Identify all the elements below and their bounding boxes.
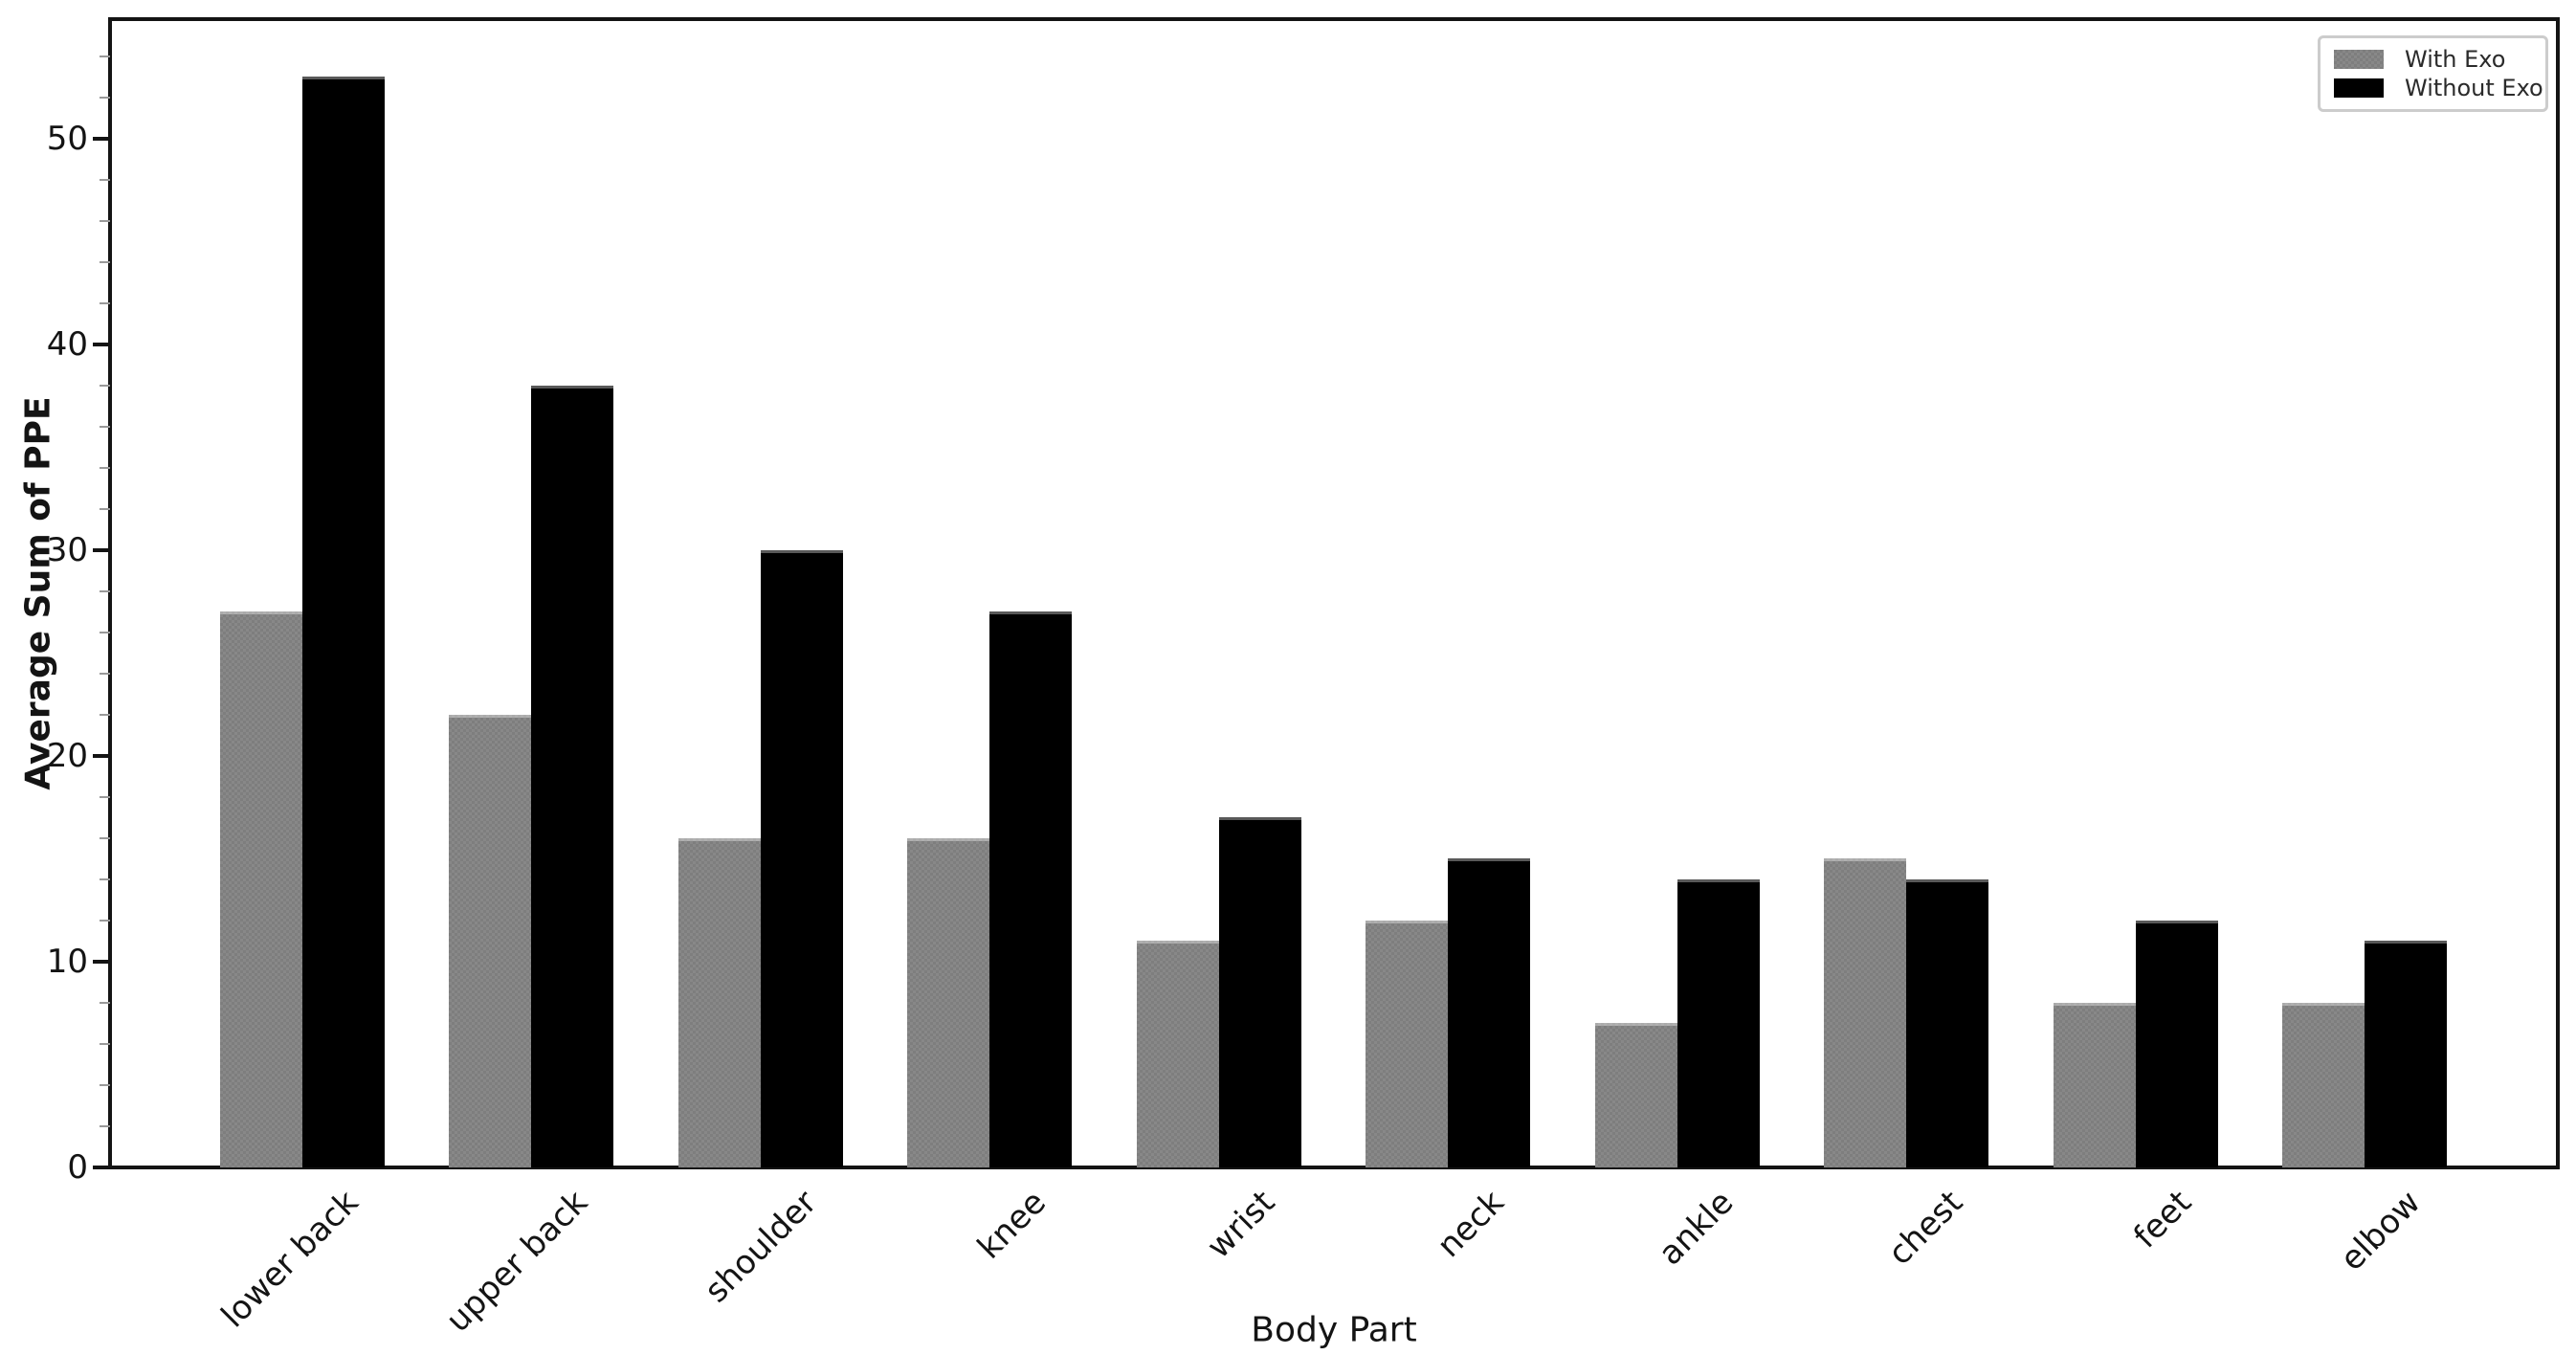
- y-minor-tick-2: [100, 1125, 110, 1127]
- y-tick-label-10: 10: [46, 943, 88, 981]
- legend-swatch-with-exo: [2334, 49, 2384, 69]
- x-axis-title: Body Part: [1251, 1310, 1417, 1350]
- y-minor-tick-16: [100, 837, 110, 839]
- y-minor-tick-18: [100, 796, 110, 798]
- x-tick-label-knee: knee: [969, 1183, 1054, 1267]
- y-tick-0: [93, 1166, 110, 1169]
- y-minor-tick-22: [100, 714, 110, 716]
- y-minor-tick-46: [100, 220, 110, 222]
- legend-label-without-exo: Without Exo: [2405, 75, 2543, 102]
- x-tick-label-feet: feet: [2126, 1183, 2200, 1256]
- y-axis-title: Average Sum of PPE: [18, 396, 58, 790]
- legend-item-with-exo: With Exo: [2334, 47, 2532, 72]
- y-minor-tick-44: [100, 261, 110, 263]
- y-tick-30: [93, 548, 110, 552]
- bar-without-exo-upper-back: [531, 386, 613, 1167]
- x-tick-label-elbow: elbow: [2333, 1183, 2429, 1278]
- bar-with-exo-lower-back: [220, 611, 302, 1167]
- y-tick-label-20: 20: [46, 737, 88, 775]
- y-minor-tick-52: [100, 97, 110, 99]
- legend-item-without-exo: Without Exo: [2334, 76, 2543, 100]
- y-minor-tick-38: [100, 385, 110, 387]
- y-minor-tick-48: [100, 179, 110, 181]
- bar-with-exo-neck: [1366, 921, 1448, 1167]
- y-tick-10: [93, 960, 110, 964]
- bar-without-exo-neck: [1448, 858, 1530, 1167]
- bar-without-exo-ankle: [1677, 879, 1760, 1167]
- bar-with-exo-wrist: [1137, 941, 1219, 1167]
- x-tick-label-wrist: wrist: [1199, 1183, 1283, 1267]
- y-minor-tick-6: [100, 1043, 110, 1045]
- y-tick-label-0: 0: [67, 1148, 88, 1187]
- x-tick-label-chest: chest: [1880, 1183, 1970, 1274]
- y-minor-tick-32: [100, 508, 110, 510]
- bar-with-exo-chest: [1824, 858, 1906, 1167]
- y-minor-tick-28: [100, 590, 110, 592]
- bar-with-exo-knee: [907, 838, 989, 1167]
- bar-without-exo-elbow: [2365, 941, 2447, 1167]
- bar-without-exo-wrist: [1219, 817, 1301, 1167]
- legend-swatch-without-exo: [2334, 78, 2384, 99]
- y-minor-tick-42: [100, 302, 110, 304]
- bar-without-exo-feet: [2136, 921, 2218, 1167]
- bar-with-exo-elbow: [2282, 1003, 2365, 1167]
- y-minor-tick-36: [100, 426, 110, 428]
- bar-with-exo-upper-back: [449, 715, 531, 1167]
- legend: With Exo Without Exo: [2318, 35, 2548, 112]
- y-minor-tick-26: [100, 632, 110, 633]
- y-tick-50: [93, 137, 110, 141]
- y-tick-label-30: 30: [46, 531, 88, 569]
- x-tick-label-ankle: ankle: [1651, 1183, 1742, 1274]
- x-tick-label-neck: neck: [1430, 1183, 1512, 1266]
- y-minor-tick-4: [100, 1084, 110, 1086]
- bar-with-exo-shoulder: [678, 838, 761, 1167]
- y-minor-tick-24: [100, 673, 110, 675]
- bar-with-exo-ankle: [1595, 1023, 1677, 1167]
- y-tick-label-40: 40: [46, 325, 88, 364]
- y-minor-tick-34: [100, 467, 110, 469]
- y-tick-label-50: 50: [46, 120, 88, 158]
- y-tick-40: [93, 343, 110, 346]
- y-minor-tick-8: [100, 1002, 110, 1004]
- bar-without-exo-shoulder: [761, 550, 843, 1167]
- y-minor-tick-12: [100, 920, 110, 922]
- x-tick-label-lower-back: lower back: [213, 1183, 366, 1336]
- x-tick-label-upper-back: upper back: [438, 1183, 595, 1341]
- y-tick-20: [93, 754, 110, 758]
- y-minor-tick-14: [100, 878, 110, 880]
- x-tick-label-shoulder: shoulder: [697, 1183, 825, 1311]
- legend-label-with-exo: With Exo: [2405, 45, 2506, 73]
- bar-without-exo-lower-back: [302, 77, 385, 1167]
- bar-with-exo-feet: [2054, 1003, 2136, 1167]
- bar-without-exo-chest: [1906, 879, 1988, 1167]
- bar-without-exo-knee: [989, 611, 1072, 1167]
- y-minor-tick-54: [100, 56, 110, 57]
